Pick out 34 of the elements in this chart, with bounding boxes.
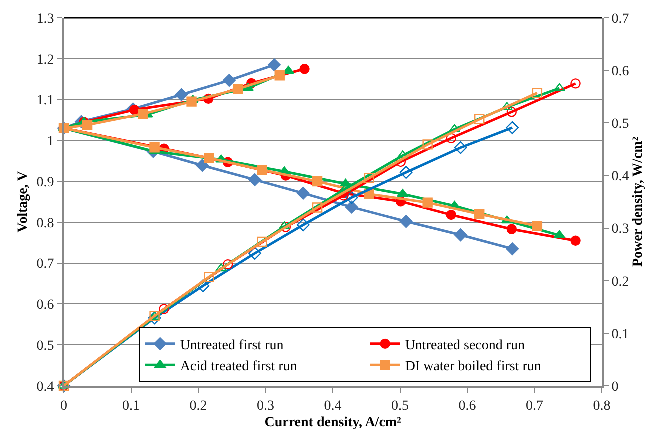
y2-tick-label: 0.1 (612, 327, 630, 342)
y2-tick-label: 0 (612, 380, 619, 395)
y-axis-title: Voltage, V (16, 171, 31, 233)
legend-label: Untreated first run (180, 338, 284, 354)
y2-tick-label: 0.2 (612, 274, 630, 290)
y-tick-label: 0.5 (36, 339, 54, 354)
y2-axis-title: Power density, W/cm² (631, 136, 646, 268)
y-tick-label: 1.1 (36, 94, 54, 109)
x-tick-label: 0.3 (257, 398, 274, 414)
y2-tick-label: 0.5 (612, 117, 630, 132)
y-tick-label: 0.9 (36, 175, 54, 190)
y2-tick-label: 0.3 (612, 222, 630, 238)
y2-tick-label: 0.4 (612, 170, 630, 185)
y2-tick-label: 0.6 (612, 64, 630, 80)
y-tick-label: 0.7 (36, 257, 54, 272)
x-axis-title: Current density, A/cm² (264, 416, 402, 431)
legend-label: Acid treated first run (180, 360, 298, 375)
x-tick-label: 0.8 (593, 398, 611, 414)
x-tick-label: 0.4 (324, 398, 342, 414)
legend-label: DI water boiled first run (405, 360, 542, 375)
y-tick-label: 0.8 (36, 216, 54, 232)
x-tick-label: 0.6 (458, 398, 476, 414)
x-tick-label: 0 (60, 398, 68, 414)
x-tick-label: 0.2 (190, 398, 208, 414)
y-tick-label: 1.2 (36, 52, 54, 68)
x-tick-label: 0.1 (122, 398, 140, 414)
x-tick-label: 0.7 (526, 398, 544, 414)
y-tick-label: 1.3 (36, 12, 54, 27)
y-tick-label: 1 (47, 134, 54, 150)
x-tick-label: 0.5 (392, 398, 409, 414)
y-tick-label: 0.4 (36, 380, 54, 395)
legend-label: Untreated second run (405, 338, 526, 354)
y-tick-label: 0.6 (36, 298, 54, 314)
y2-tick-label: 0.7 (612, 12, 630, 27)
